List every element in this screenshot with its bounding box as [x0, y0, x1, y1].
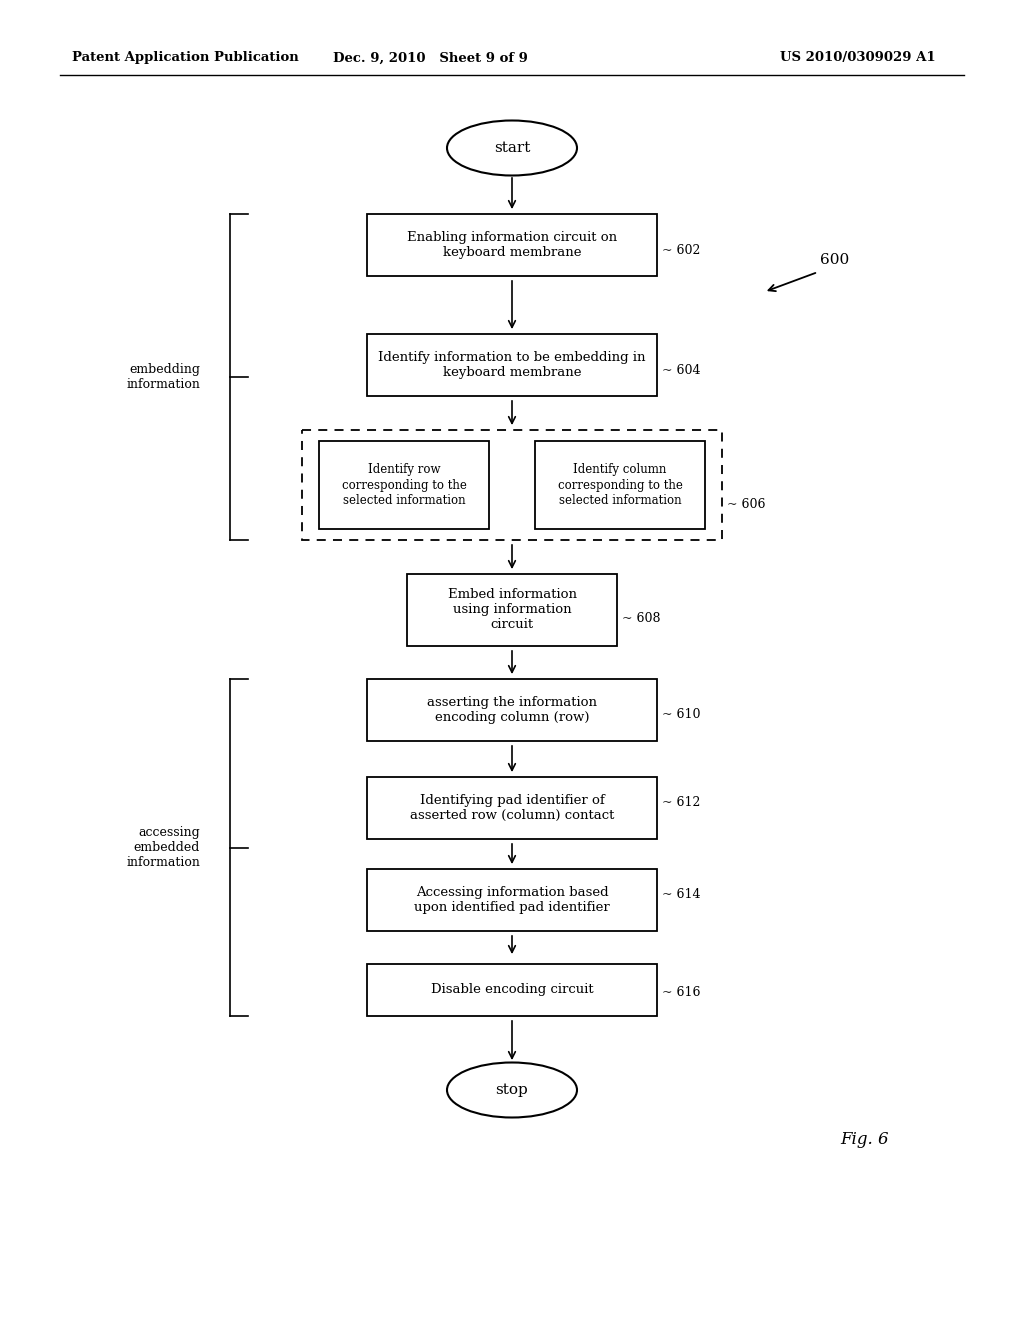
Text: start: start — [494, 141, 530, 154]
Text: stop: stop — [496, 1082, 528, 1097]
Text: ~ 612: ~ 612 — [662, 796, 700, 809]
Text: ~ 602: ~ 602 — [662, 243, 700, 256]
Text: Identify row
corresponding to the
selected information: Identify row corresponding to the select… — [342, 463, 467, 507]
Bar — [367, 214, 657, 276]
Text: ~ 604: ~ 604 — [662, 363, 700, 376]
Bar — [367, 334, 657, 396]
Bar — [302, 430, 722, 540]
Bar — [367, 869, 657, 931]
Bar — [367, 678, 657, 741]
Text: Enabling information circuit on
keyboard membrane: Enabling information circuit on keyboard… — [407, 231, 617, 259]
Text: ~ 616: ~ 616 — [662, 986, 700, 999]
Text: embedding
information: embedding information — [126, 363, 200, 391]
Bar — [367, 777, 657, 840]
Bar — [367, 964, 657, 1016]
Text: accessing
embedded
information: accessing embedded information — [126, 826, 200, 869]
Bar — [535, 441, 705, 529]
Text: Dec. 9, 2010   Sheet 9 of 9: Dec. 9, 2010 Sheet 9 of 9 — [333, 51, 527, 65]
Text: ~ 606: ~ 606 — [727, 499, 766, 511]
Text: Identify information to be embedding in
keyboard membrane: Identify information to be embedding in … — [378, 351, 646, 379]
Bar — [319, 441, 489, 529]
Text: Accessing information based
upon identified pad identifier: Accessing information based upon identif… — [414, 886, 610, 913]
Text: Disable encoding circuit: Disable encoding circuit — [431, 983, 593, 997]
Text: ~ 610: ~ 610 — [662, 709, 700, 722]
Text: Identify column
corresponding to the
selected information: Identify column corresponding to the sel… — [557, 463, 682, 507]
Text: ~ 608: ~ 608 — [622, 611, 660, 624]
Text: US 2010/0309029 A1: US 2010/0309029 A1 — [780, 51, 936, 65]
Text: Fig. 6: Fig. 6 — [840, 1131, 889, 1148]
Text: asserting the information
encoding column (row): asserting the information encoding colum… — [427, 696, 597, 723]
Text: 600: 600 — [820, 253, 849, 267]
Text: Patent Application Publication: Patent Application Publication — [72, 51, 299, 65]
Text: Embed information
using information
circuit: Embed information using information circ… — [447, 589, 577, 631]
Text: ~ 614: ~ 614 — [662, 888, 700, 902]
Text: Identifying pad identifier of
asserted row (column) contact: Identifying pad identifier of asserted r… — [410, 795, 614, 822]
Bar — [407, 574, 617, 645]
